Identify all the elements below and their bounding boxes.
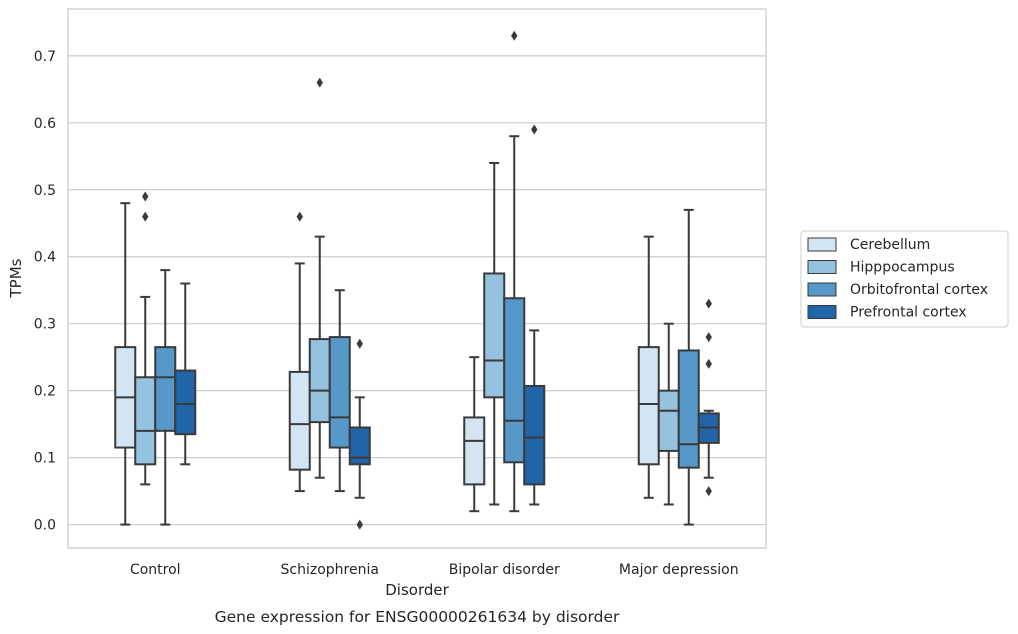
y-tick-label: 0.6 — [34, 116, 56, 132]
box-iqr — [328, 336, 351, 449]
legend-item: Orbitofrontal cortex — [807, 282, 988, 298]
box-iqr — [657, 389, 680, 452]
outlier-point — [296, 211, 303, 222]
y-tick-label: 0.0 — [34, 518, 56, 534]
x-tick-label: Control — [130, 562, 181, 578]
y-axis-title: TPMs — [7, 258, 25, 298]
x-tick-label: Schizophrenia — [281, 562, 379, 578]
outlier-point — [142, 211, 149, 222]
legend-label: Cerebellum — [850, 237, 930, 253]
legend-swatch — [807, 282, 837, 297]
box-iqr — [463, 416, 486, 486]
outlier-point — [142, 191, 149, 202]
outlier-point — [356, 338, 363, 349]
legend-frame — [800, 230, 1009, 328]
x-tick-label: Major depression — [619, 562, 739, 578]
box-prefrontal-cortex — [348, 338, 371, 530]
legend-item: Hipppocampus — [807, 260, 955, 276]
box-iqr — [523, 384, 546, 486]
box-cerebellum — [637, 235, 660, 499]
legend-swatch — [807, 305, 837, 319]
box-hipppocampus — [483, 162, 506, 506]
box-orbitofrontal-cortex — [677, 208, 700, 526]
box-cerebellum — [114, 202, 137, 526]
box-cerebellum — [463, 356, 486, 513]
legend-label: Hipppocampus — [850, 260, 955, 276]
chart-caption: Gene expression for ENSG00000261634 by d… — [215, 608, 620, 626]
box-iqr — [483, 272, 506, 399]
box-prefrontal-cortex — [174, 282, 197, 466]
gridlines — [68, 55, 766, 526]
y-tick-label: 0.5 — [34, 183, 56, 199]
box-hipppocampus — [308, 77, 331, 479]
box-iqr — [637, 346, 660, 466]
outlier-point — [705, 486, 712, 497]
legend-swatch — [807, 260, 837, 274]
box-orbitofrontal-cortex — [503, 30, 526, 513]
y-tick-label: 0.4 — [34, 250, 56, 266]
legend-label: Prefrontal cortex — [850, 305, 967, 321]
x-axis-title: Disorder — [385, 581, 449, 599]
box-orbitofrontal-cortex — [328, 289, 351, 493]
box-prefrontal-cortex — [697, 298, 720, 497]
box-iqr — [503, 297, 526, 464]
legend-swatch — [807, 237, 837, 252]
box-orbitofrontal-cortex — [154, 269, 177, 526]
plot-area-frame — [67, 8, 767, 549]
outlier-point — [705, 298, 712, 309]
outlier-point — [705, 332, 712, 343]
y-tick-label: 0.2 — [34, 384, 56, 400]
box-iqr — [134, 376, 157, 466]
legend-item: Cerebellum — [807, 237, 930, 253]
y-tick-label: 0.3 — [34, 317, 56, 333]
outlier-point — [705, 358, 712, 369]
legend-item: Prefrontal cortex — [807, 305, 967, 321]
outlier-point — [511, 30, 518, 41]
box-iqr — [308, 338, 331, 424]
outlier-point — [316, 77, 323, 88]
legend: Cerebellum Hipppocampus Orbitofrontal cort… — [800, 230, 1009, 328]
y-tick-label: 0.7 — [34, 49, 56, 65]
y-tick-labels: 0.0 0.1 0.2 0.3 0.4 0.5 0.6 0.7 — [34, 49, 56, 534]
box-iqr — [677, 349, 700, 469]
legend-label: Orbitofrontal cortex — [850, 282, 988, 298]
boxes — [114, 30, 720, 530]
box-prefrontal-cortex — [523, 124, 546, 506]
box-iqr — [288, 370, 311, 471]
box-iqr — [348, 426, 371, 466]
box-hipppocampus — [134, 191, 157, 486]
box-iqr — [154, 346, 177, 432]
y-tick-label: 0.1 — [34, 451, 56, 467]
outlier-point — [531, 124, 538, 135]
x-tick-labels: Control Schizophrenia Bipolar disorder Majo… — [130, 562, 739, 578]
outlier-point — [356, 519, 363, 530]
box-hipppocampus — [657, 322, 680, 506]
box-iqr — [174, 369, 197, 436]
x-tick-label: Bipolar disorder — [449, 562, 560, 578]
box-cerebellum — [288, 211, 311, 493]
